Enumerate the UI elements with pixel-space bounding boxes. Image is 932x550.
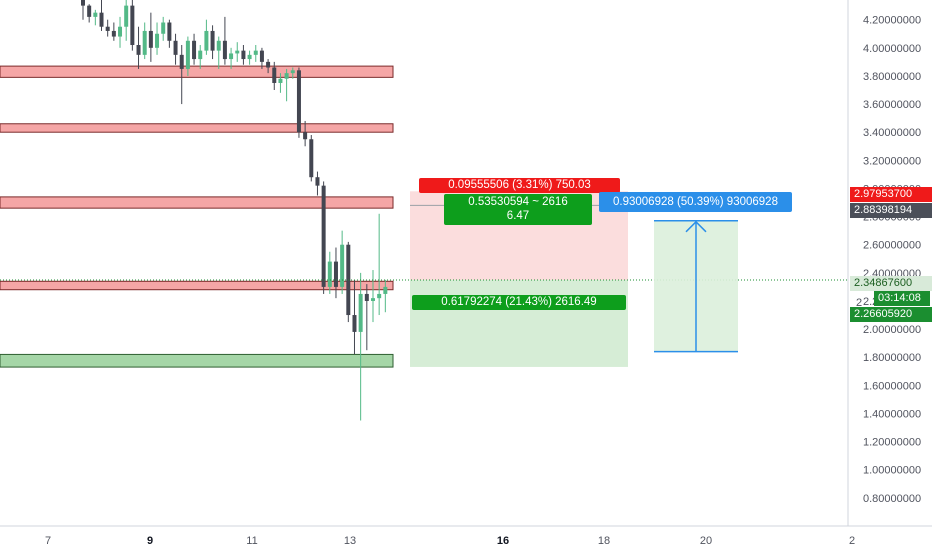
zone-green-4 [0,353,394,368]
candle-body-26 [241,50,246,60]
candle-body-8 [130,5,135,46]
y-tick-16: 1.00000000 [863,465,921,477]
y-tick-14: 1.40000000 [863,408,921,420]
candle-body-47 [370,298,375,301]
candle-body-22 [216,40,221,51]
candle-body-18 [192,40,197,60]
candle-body-19 [198,50,203,60]
candle-body-44 [352,315,357,332]
candle-body-14 [167,22,172,41]
y-tick-3: 3.60000000 [863,99,921,111]
candle-body-41 [333,261,338,287]
candle-body-35 [296,70,301,133]
candle-body-3 [99,12,104,27]
axis-partial-tick: 2 [856,297,863,309]
candle-body-6 [118,26,123,37]
x-tick-2: 2 [849,535,855,547]
candle-body-28 [253,50,258,55]
candle-body-31 [272,67,277,83]
candle-body-46 [364,293,369,301]
candle-body-11 [148,30,153,48]
candle-body-30 [266,61,271,68]
axes-layer [0,0,932,527]
candle-body-37 [309,139,314,178]
candle-body-12 [155,33,160,48]
axis-label-current-price: 2.34867600 [850,276,932,291]
candle-body-29 [259,50,264,62]
zone-red-2 [0,196,394,209]
candle-body-27 [247,54,252,60]
zone-red-3 [0,280,394,291]
candle-body-38 [315,177,320,186]
position-reward-area [410,280,628,367]
candle-body-9 [136,45,141,55]
candle-body-39 [321,185,326,287]
candle-body-17 [185,40,190,69]
risk-reward-line1: 0.53530594 ~ 2616 [468,196,568,208]
risk-reward-line2: 6.47 [506,210,530,222]
candle-body-33 [284,73,289,79]
y-tick-4: 3.40000000 [863,127,921,139]
x-axis-ticks: 7 9 11 13 16 18 20 2 [45,535,855,547]
zone-red-1 [0,123,394,133]
take-profit-label: 0.61792274 (21.43%) 2616.49 [412,295,626,310]
candle-body-25 [235,50,240,54]
y-tick-15: 1.20000000 [863,437,921,449]
candle-body-23 [222,40,227,60]
candle-body-36 [303,132,308,140]
candle-body-4 [105,26,110,31]
zones-layer [0,65,394,368]
candle-body-5 [111,30,116,37]
price-range-arrow-head [685,220,707,233]
y-tick-12: 1.80000000 [863,352,921,364]
y-tick-0: 4.20000000 [863,15,921,27]
y-tick-13: 1.60000000 [863,380,921,392]
x-tick-16: 16 [497,535,509,547]
candle-body-40 [327,261,332,287]
y-axis-ticks: 4.20000000 4.00000000 3.80000000 3.60000000… [863,15,921,505]
y-tick-1: 4.00000000 [863,43,921,55]
candle-body-42 [340,244,345,287]
candle-body-32 [278,78,283,83]
y-tick-17: 0.80000000 [863,493,921,505]
candle-body-10 [142,30,147,55]
candle-body-13 [161,22,166,34]
y-tick-8: 2.60000000 [863,240,921,252]
candle-body-48 [377,293,382,299]
axis-label-target: 2.26605920 [850,307,932,322]
x-tick-9: 9 [147,535,153,547]
candle-body-24 [229,53,234,60]
stop-loss-label: 0.09555506 (3.31%) 750.03 [419,178,620,193]
candle-body-7 [124,5,129,27]
candle-body-34 [290,70,295,74]
candle-body-0 [81,0,85,6]
x-tick-11: 11 [246,535,257,547]
price-range-label: 0.93006928 (50.39%) 93006928 [599,192,792,212]
zone-red-0 [0,65,394,78]
candle-body-49 [383,286,388,294]
y-tick-2: 3.80000000 [863,71,921,83]
drawing-tools-layer [0,191,848,367]
candle-body-45 [358,293,363,332]
x-tick-7: 7 [45,535,51,547]
candle-body-1 [87,5,92,17]
candle-body-15 [173,40,178,55]
x-tick-18: 18 [598,535,610,547]
risk-reward-label: 0.53530594 ~ 2616 6.47 [444,194,592,225]
x-tick-13: 13 [344,535,356,547]
axis-label-entry-high: 2.88398194 [850,203,932,218]
candle-body-21 [210,30,215,51]
x-tick-20: 20 [700,535,712,547]
y-tick-5: 3.20000000 [863,155,921,167]
y-tick-11: 2.00000000 [863,324,921,336]
candle-body-20 [204,30,209,51]
countdown-label: 03:14:08 [874,291,930,306]
candle-body-2 [93,12,98,17]
axis-label-stop: 2.97953700 [850,187,932,202]
candle-body-16 [179,54,184,69]
